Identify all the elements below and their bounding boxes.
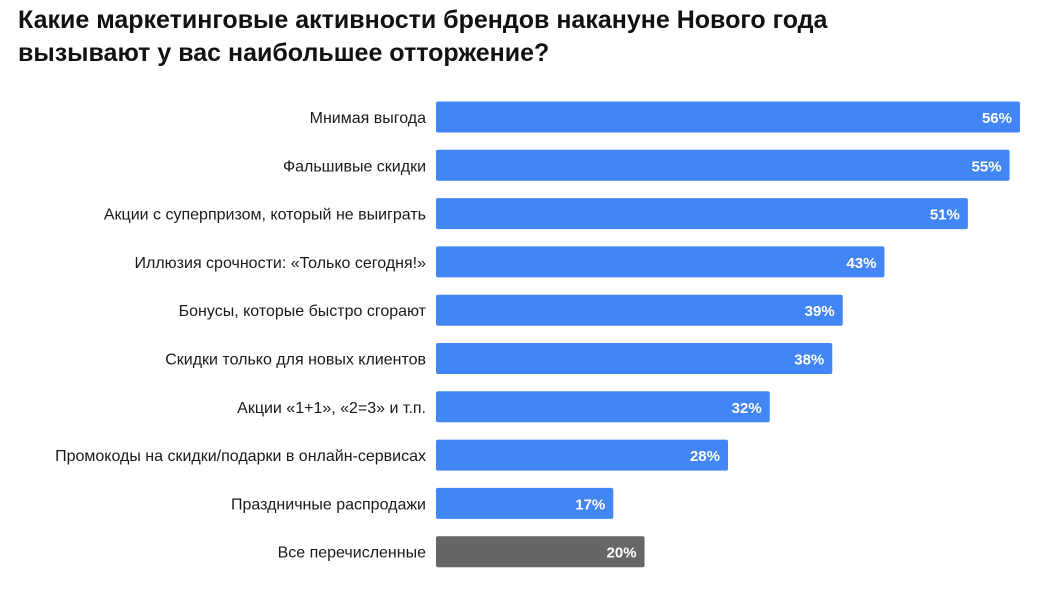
bar-value-label: 38% <box>794 352 824 369</box>
chart-title: Какие маркетинговые активности брендов н… <box>18 4 1018 70</box>
bar-value-label: 51% <box>930 207 960 224</box>
category-label: Акции «1+1», «2=3» и т.п. <box>237 400 426 417</box>
bar <box>436 343 833 374</box>
bar <box>436 198 968 230</box>
category-label: Фальшивые скидки <box>283 158 426 175</box>
bar-value-label: 28% <box>690 448 720 465</box>
category-label: Скидки только для новых клиентов <box>165 352 426 369</box>
category-label: Промокоды на скидки/подарки в онлайн-сер… <box>55 448 426 465</box>
bar <box>436 294 843 326</box>
bar-value-label: 43% <box>846 255 876 272</box>
chart-title-line-2: вызывают у вас наибольшее отторжение? <box>18 39 550 67</box>
bar <box>436 536 645 568</box>
bar <box>436 439 728 471</box>
bar-value-label: 39% <box>805 303 835 320</box>
category-label: Все перечисленные <box>278 545 427 562</box>
bar <box>436 101 1020 133</box>
category-label: Бонусы, которые быстро сгорают <box>179 303 427 320</box>
bar <box>436 487 614 519</box>
bar-value-label: 55% <box>972 158 1002 175</box>
category-label: Иллюзия срочности: «Только сегодня!» <box>135 255 427 272</box>
bar <box>436 391 770 423</box>
bar-value-label: 17% <box>575 496 605 513</box>
category-label: Мнимая выгода <box>310 110 426 127</box>
bar-value-label: 20% <box>607 545 637 562</box>
category-label: Праздничные распродажи <box>231 496 426 513</box>
bar <box>436 149 1010 181</box>
category-label: Акции с суперпризом, который не выиграть <box>104 207 426 224</box>
bar-value-label: 32% <box>732 400 762 417</box>
bar <box>436 246 885 278</box>
chart-title-line-1: Какие маркетинговые активности брендов н… <box>18 6 828 34</box>
bar-value-label: 56% <box>982 110 1012 127</box>
